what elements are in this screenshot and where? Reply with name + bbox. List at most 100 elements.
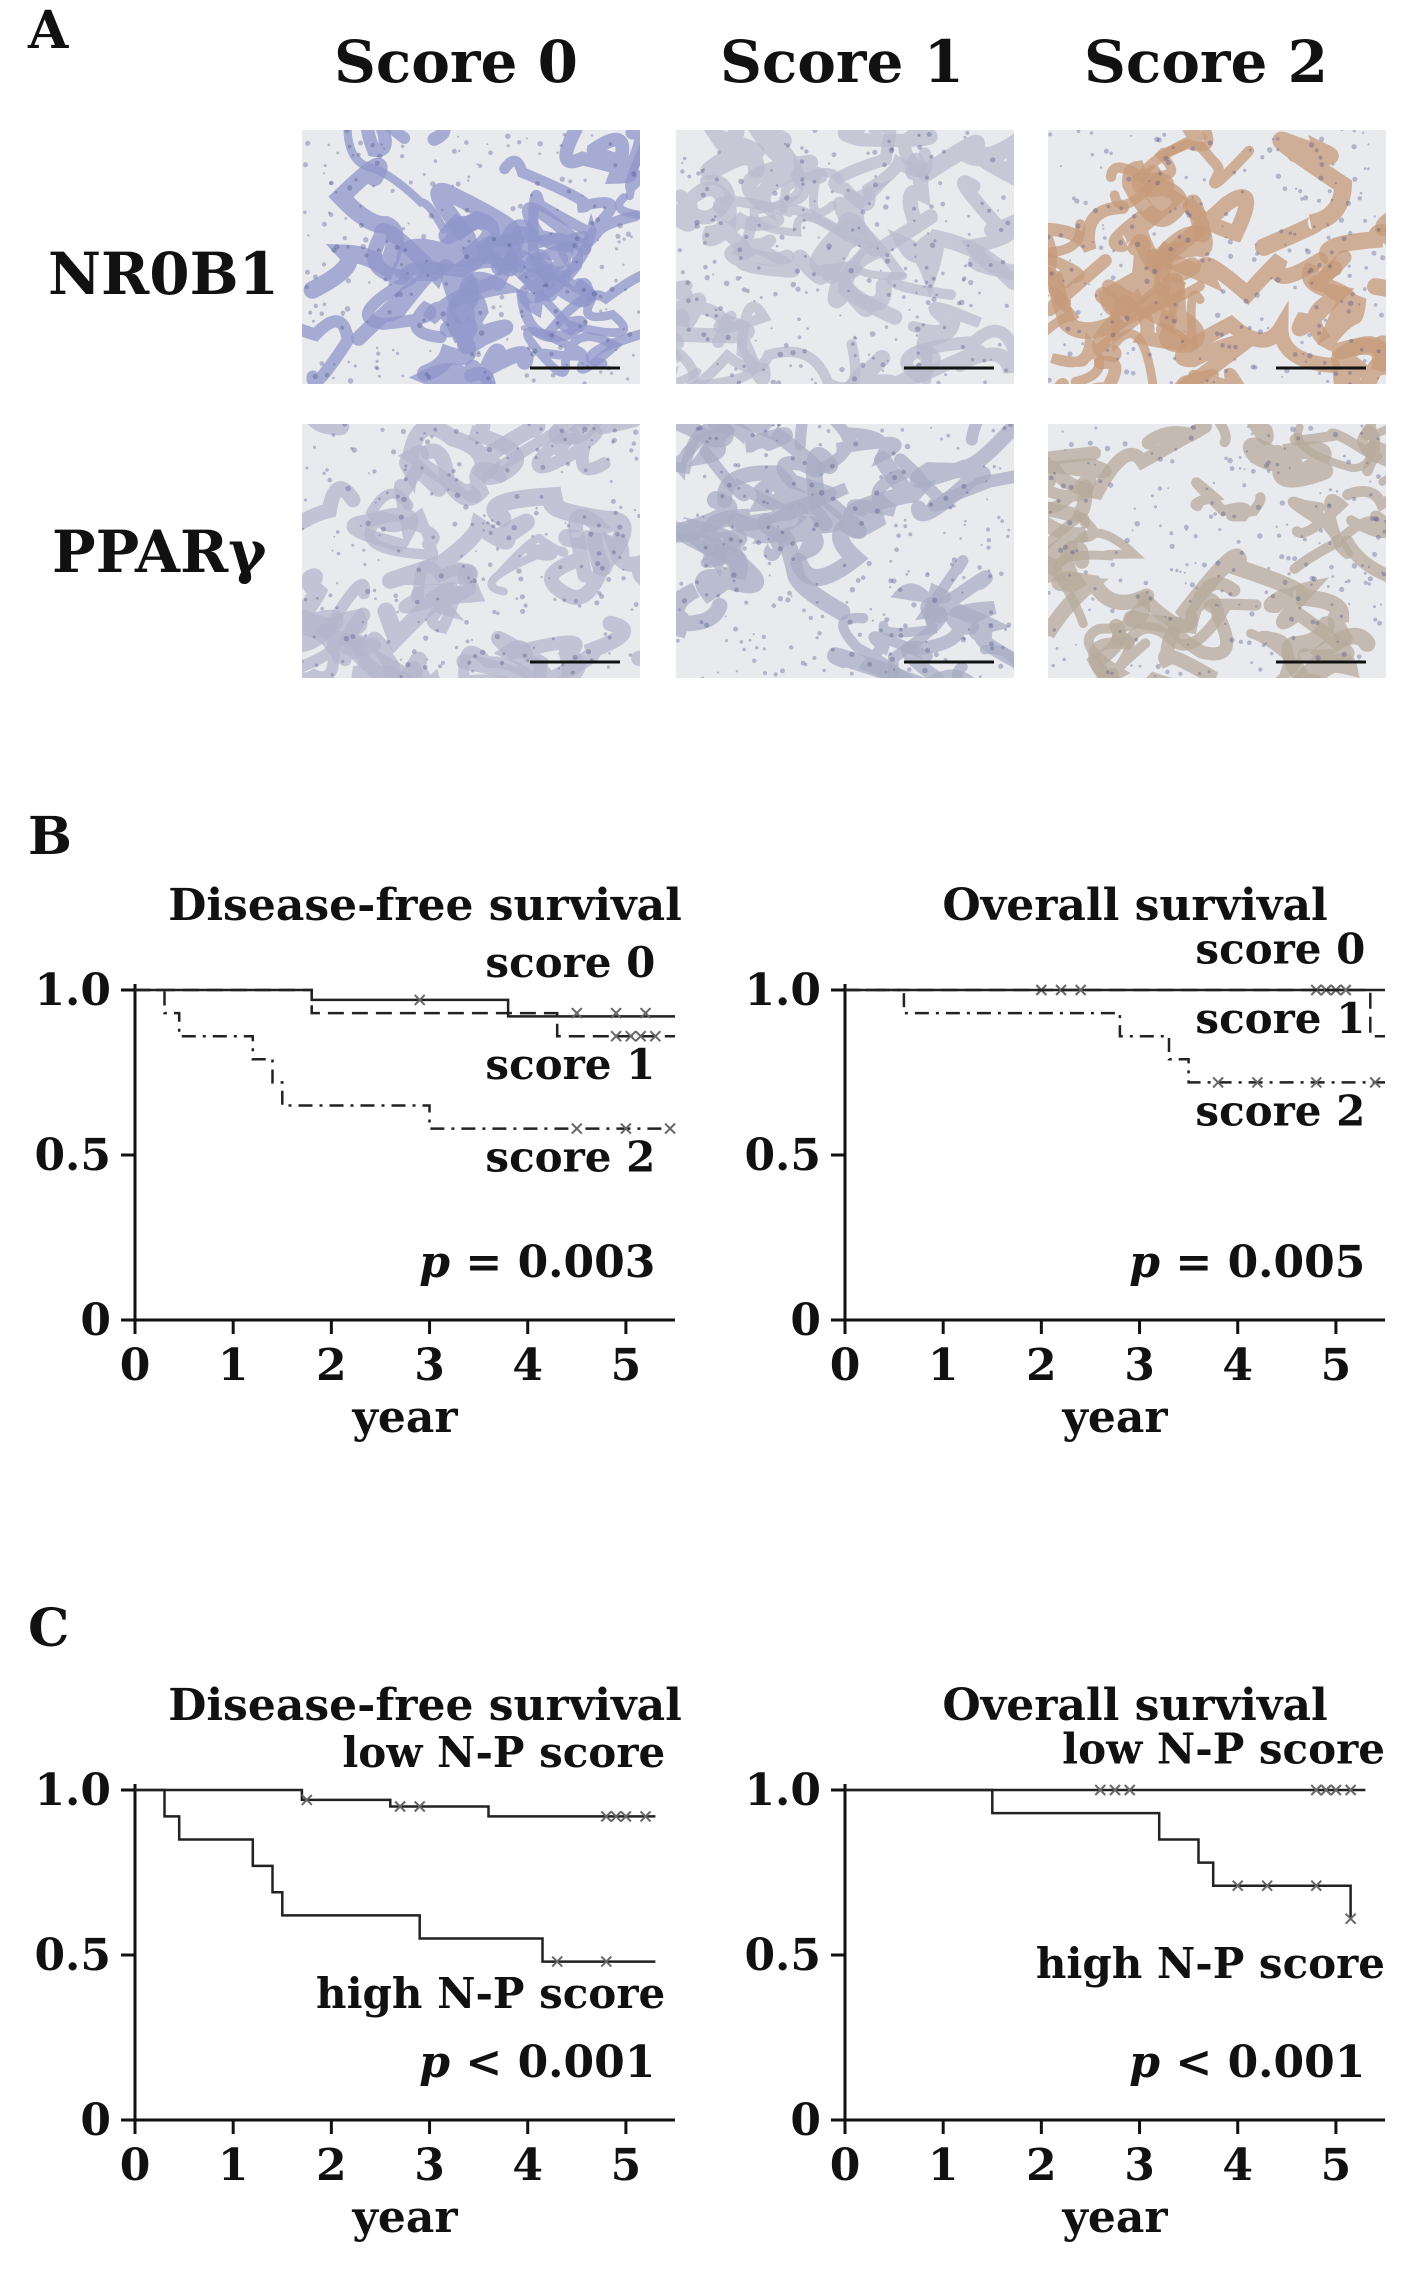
x-tick-label: 5 <box>611 2140 642 2191</box>
censor-mark <box>1310 1879 1322 1892</box>
censor-mark <box>620 1810 632 1823</box>
y-tick-label: 1.0 <box>34 965 111 1016</box>
censor-mark <box>1232 1879 1244 1892</box>
y-tick-label: 0.5 <box>34 1930 111 1981</box>
censor-mark <box>639 1810 652 1823</box>
censor-mark <box>610 1007 622 1019</box>
ihc-tile-r0-c1 <box>676 130 1014 384</box>
km-svg-B-left: Disease-free survival 0 1 2 3 4 5 0 0.5 1.0 year sc… <box>34 880 682 1443</box>
ihc-tile-r0-c2 <box>1048 130 1386 384</box>
x-tick-label: 2 <box>1026 2140 1057 2191</box>
y-tick-label: 0 <box>80 1295 111 1346</box>
censor-mark <box>414 1800 426 1813</box>
x-axis-label: year <box>351 2192 458 2243</box>
censor-mark <box>1344 1912 1357 1925</box>
ihc-tile-r1-c0 <box>302 424 640 678</box>
p-value-symbol: p <box>1129 1237 1160 1288</box>
row-label-ppar-gamma: PPARγ <box>52 518 267 586</box>
censor-mark <box>1251 1076 1264 1089</box>
censor-mark <box>600 1810 612 1823</box>
p-value-text: < 0.001 <box>450 2037 655 2088</box>
censor-mark <box>1074 984 1087 996</box>
y-tick-label: 1.0 <box>744 1765 821 1816</box>
censor-mark <box>610 1030 622 1042</box>
censor-mark <box>1094 1784 1106 1796</box>
column-header-score-2: Score 2 <box>1084 28 1328 96</box>
km-svg-C-left: Disease-free survival 0 1 2 3 4 5 0 0.5 1.0 year lo… <box>34 1680 682 2243</box>
y-tick-label: 0.5 <box>34 1130 111 1181</box>
series-label: score 0 <box>485 938 655 987</box>
row-label-nr0b1: NR0B1 <box>48 240 279 308</box>
chart-title: Disease-free survival <box>168 880 682 931</box>
censor-mark <box>649 1030 662 1042</box>
p-value-symbol: p <box>1129 2037 1160 2088</box>
x-tick-label: 0 <box>120 1340 151 1391</box>
x-tick-label: 4 <box>512 2140 543 2191</box>
series-label: score 0 <box>1195 925 1365 974</box>
censor-mark <box>1369 1076 1381 1089</box>
censor-mark <box>600 1955 612 1968</box>
censor-mark <box>639 1007 652 1019</box>
series-label: score 1 <box>1195 994 1365 1043</box>
panel-letter-c: C <box>28 1598 70 1659</box>
x-tick-label: 2 <box>1026 1340 1057 1391</box>
series-label: high N-P score <box>1036 1939 1385 1988</box>
x-tick-label: 5 <box>1321 1340 1352 1391</box>
series-label: low N-P score <box>1062 1725 1385 1774</box>
series-label: score 1 <box>485 1040 655 1089</box>
x-axis-label: year <box>1061 1392 1168 1443</box>
column-header-score-0: Score 0 <box>334 28 578 96</box>
censor-mark <box>1320 1784 1332 1796</box>
censor-mark <box>1344 1784 1357 1796</box>
p-value: p = 0.003 <box>419 1237 655 1288</box>
censor-mark <box>1310 1076 1322 1089</box>
x-axis-label: year <box>1061 2192 1168 2243</box>
km-curve-0 <box>135 1788 656 1818</box>
censor-mark <box>571 1122 583 1135</box>
series-label: score 2 <box>485 1133 655 1182</box>
x-tick-label: 3 <box>414 2140 445 2191</box>
censor-mark <box>1330 1784 1342 1796</box>
censor-mark <box>1212 1076 1224 1089</box>
km-curve-1 <box>135 988 675 1038</box>
p-value-symbol: p <box>419 1237 450 1288</box>
censor-mark <box>571 1007 583 1019</box>
x-tick-label: 0 <box>830 1340 861 1391</box>
ihc-tile-r1-c2 <box>1048 424 1386 678</box>
p-value: p < 0.001 <box>419 2037 655 2088</box>
x-tick-label: 4 <box>512 1340 543 1391</box>
series-label: low N-P score <box>342 1728 665 1777</box>
censor-mark <box>414 994 426 1006</box>
x-tick-label: 5 <box>611 1340 642 1391</box>
censor-mark <box>620 1122 632 1135</box>
x-tick-label: 3 <box>1124 1340 1155 1391</box>
x-tick-label: 4 <box>1222 1340 1253 1391</box>
censor-mark <box>1261 1879 1273 1892</box>
y-tick-label: 0 <box>80 2095 111 2146</box>
km-plot-b-disease-free: Disease-free survival 0 1 2 3 4 5 0 0.5 1.0 year sc… <box>0 880 700 1484</box>
km-plot-c-overall: Overall survival 0 1 2 3 4 5 0 0.5 1.0 year low N-P… <box>710 1680 1410 2284</box>
censor-mark <box>664 1122 676 1135</box>
censor-mark <box>1340 984 1352 996</box>
series-label: score 2 <box>1195 1086 1365 1135</box>
y-tick-label: 0 <box>790 1295 821 1346</box>
censor-mark <box>551 1955 563 1968</box>
p-value-text: = 0.005 <box>1160 1237 1365 1288</box>
censor-mark <box>625 1030 637 1042</box>
chart-title: Overall survival <box>942 880 1327 931</box>
chart-title: Disease-free survival <box>168 1680 682 1731</box>
y-tick-label: 0 <box>790 2095 821 2146</box>
x-tick-label: 4 <box>1222 2140 1253 2191</box>
censor-mark <box>301 1794 313 1806</box>
censor-mark <box>394 1800 406 1813</box>
p-value-text: = 0.003 <box>450 1237 655 1288</box>
censor-mark <box>1124 1784 1136 1796</box>
x-tick-label: 1 <box>218 2140 249 2191</box>
censor-mark <box>610 1810 622 1823</box>
column-header-score-1: Score 1 <box>720 28 964 96</box>
x-axis-label: year <box>351 1392 458 1443</box>
p-value-symbol: p <box>419 2037 450 2088</box>
censor-mark <box>1310 1784 1322 1796</box>
km-curve-2 <box>135 988 675 1130</box>
x-tick-label: 0 <box>830 2140 861 2191</box>
